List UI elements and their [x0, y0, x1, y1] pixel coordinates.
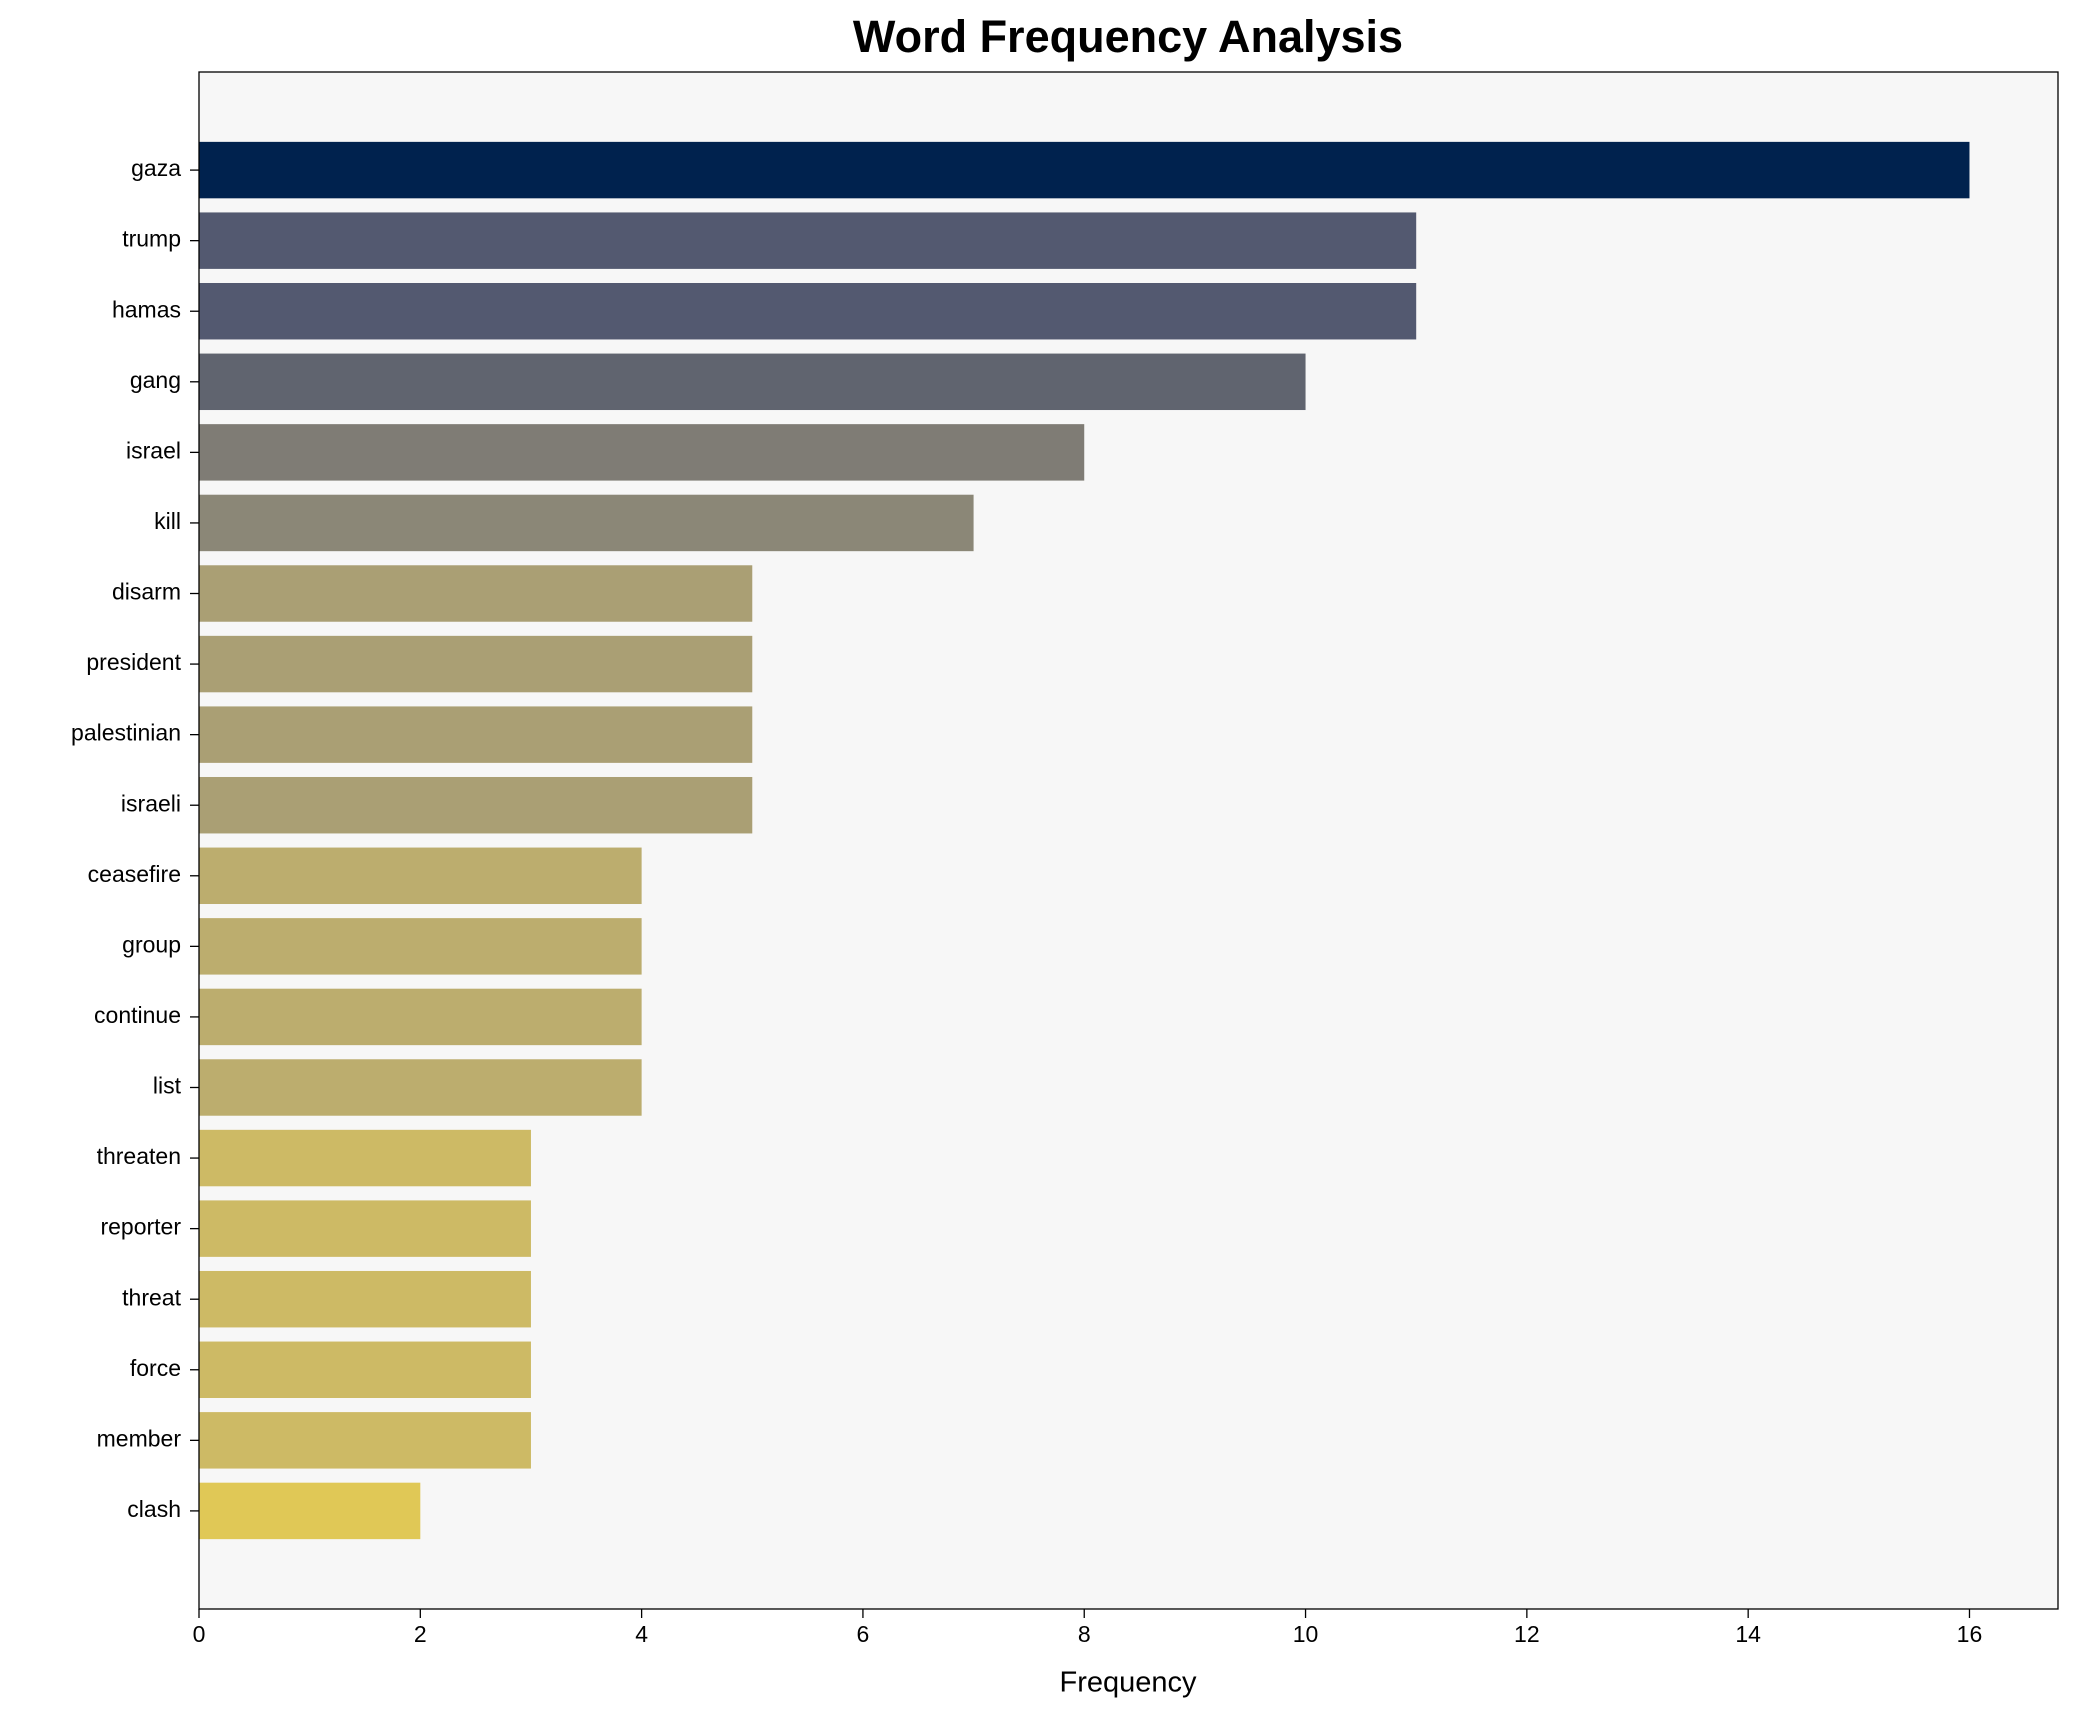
- y-tick-label: disarm: [112, 579, 181, 605]
- y-tick-label: gaza: [131, 155, 181, 181]
- y-tick-label: threaten: [97, 1143, 181, 1169]
- bar: [199, 1270, 531, 1328]
- bar: [199, 706, 753, 763]
- x-tick-label: 0: [193, 1621, 206, 1647]
- bar: [199, 565, 753, 622]
- bar: [199, 988, 642, 1046]
- bar: [199, 1059, 642, 1116]
- bar: [199, 1200, 531, 1257]
- x-tick-label: 6: [857, 1621, 870, 1647]
- y-tick-label: palestinian: [71, 720, 181, 746]
- x-tick-label: 12: [1514, 1621, 1540, 1647]
- bar: [199, 212, 1417, 269]
- y-tick-label: hamas: [112, 296, 181, 322]
- x-axis-label: Frequency: [1059, 1667, 1197, 1699]
- y-tick-label: trump: [122, 226, 181, 252]
- bar: [199, 494, 974, 552]
- y-tick-label: ceasefire: [88, 861, 181, 887]
- x-tick-label: 10: [1293, 1621, 1319, 1647]
- bar: [199, 353, 1306, 411]
- x-tick-label: 16: [1957, 1621, 1983, 1647]
- bar: [199, 1482, 421, 1540]
- chart-title: Word Frequency Analysis: [853, 11, 1403, 62]
- bar: [199, 918, 642, 975]
- bar: [199, 283, 1417, 340]
- bar: [199, 1129, 531, 1187]
- x-tick-label: 2: [414, 1621, 427, 1647]
- y-tick-label: israel: [126, 437, 181, 463]
- bar: [199, 1341, 531, 1398]
- y-tick-label: force: [130, 1355, 181, 1381]
- x-tick-label: 14: [1735, 1621, 1761, 1647]
- bar: [199, 141, 1970, 199]
- y-tick-label: israeli: [121, 790, 181, 816]
- y-tick-label: president: [86, 649, 181, 675]
- y-tick-label: kill: [154, 508, 181, 534]
- bar: [199, 635, 753, 693]
- y-tick-label: list: [153, 1073, 182, 1099]
- bar: [199, 1412, 531, 1469]
- y-tick-label: threat: [122, 1284, 181, 1310]
- bar: [199, 847, 642, 905]
- y-tick-label: continue: [94, 1002, 181, 1028]
- bar: [199, 776, 753, 834]
- y-tick-label: group: [122, 931, 181, 957]
- plot-frame: [198, 71, 2059, 1610]
- y-tick-label: reporter: [100, 1214, 181, 1240]
- y-tick-label: clash: [127, 1496, 181, 1522]
- x-tick-label: 4: [635, 1621, 648, 1647]
- x-tick-label: 8: [1078, 1621, 1091, 1647]
- y-tick-label: gang: [130, 367, 181, 393]
- y-tick-label: member: [97, 1425, 182, 1451]
- bar: [199, 424, 1085, 481]
